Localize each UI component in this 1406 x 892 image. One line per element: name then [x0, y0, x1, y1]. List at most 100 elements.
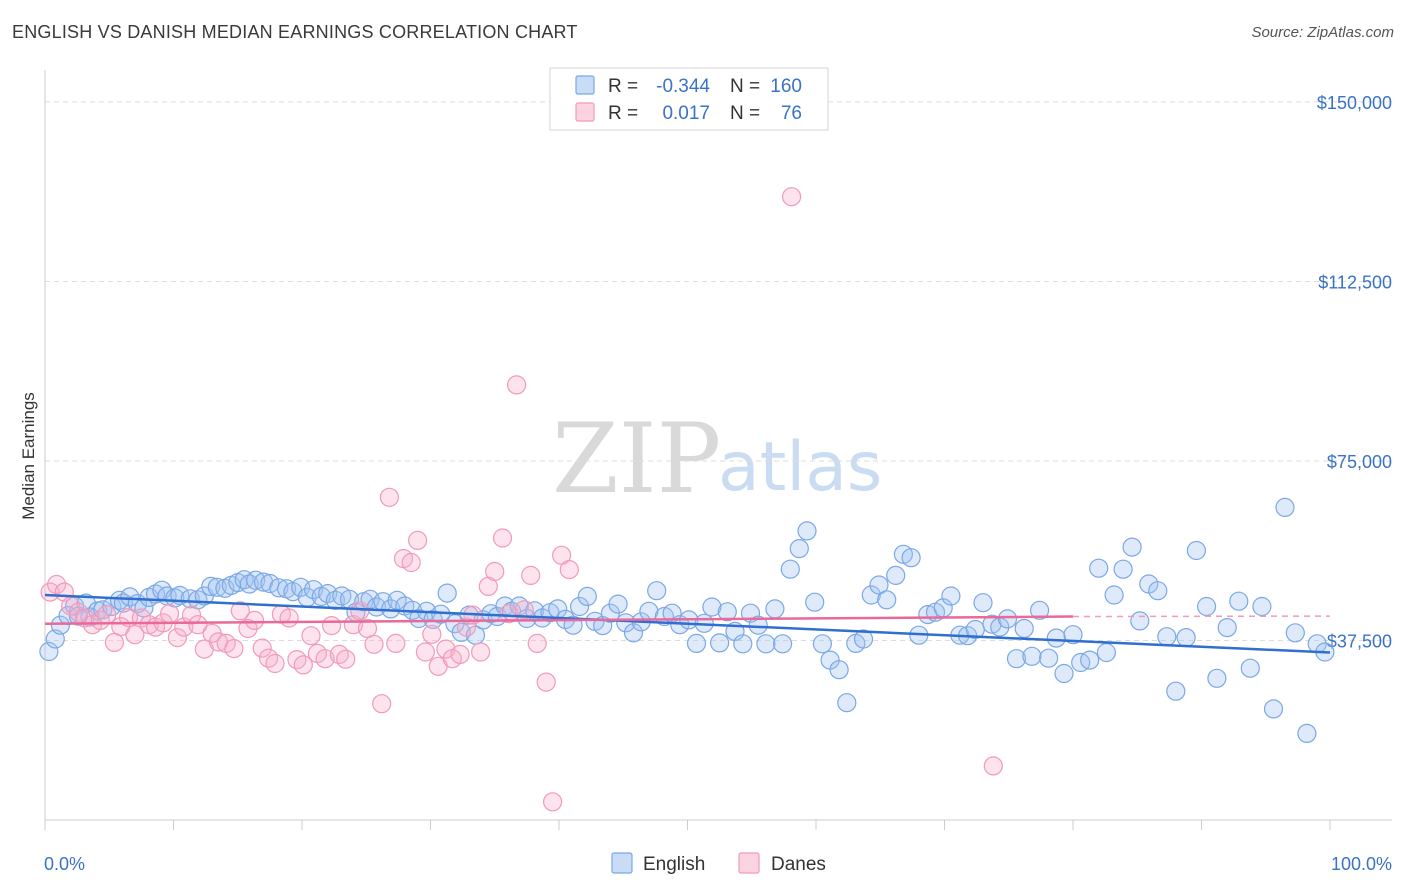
y-tick-label: $150,000 [1317, 93, 1392, 113]
series-english [39, 497, 1335, 744]
bottom-legend-label-danes: Danes [771, 854, 826, 875]
danes-point [408, 530, 428, 551]
english-point [861, 585, 881, 605]
y-axis-tick-labels: $37,500 $75,000 $112,500 $150,000 [1317, 93, 1392, 652]
danes-point [485, 561, 505, 582]
bottom-legend-swatch-english [611, 852, 633, 874]
danes-point [456, 617, 477, 637]
english-point [1022, 646, 1042, 666]
legend-r-value-english: -0.344 [656, 76, 710, 97]
danes-point [322, 615, 342, 636]
danes-point [983, 756, 1003, 776]
danes-point [160, 604, 180, 624]
english-point [1196, 596, 1217, 617]
danes-point [224, 638, 244, 659]
english-point [1240, 658, 1260, 678]
danes-point [364, 634, 384, 654]
x-axis-ticks [44, 820, 1331, 830]
english-point [269, 578, 289, 598]
danes-point [386, 633, 406, 654]
english-point [941, 586, 961, 606]
english-point [1046, 628, 1066, 648]
watermark-atlas: atlas [718, 428, 882, 507]
legend-swatch-english [575, 75, 595, 95]
danes-point [450, 644, 470, 665]
english-point [829, 660, 849, 680]
english-point [869, 575, 889, 595]
english-point [877, 590, 897, 610]
english-point [997, 609, 1018, 629]
english-point [1176, 627, 1196, 648]
english-point [973, 593, 993, 613]
english-point [1130, 611, 1150, 631]
english-point [1285, 623, 1305, 643]
english-point [1006, 649, 1027, 669]
english-point [1207, 668, 1227, 688]
english-point [1166, 681, 1186, 701]
english-point [1014, 618, 1034, 639]
english-point [733, 634, 753, 654]
english-point [616, 613, 636, 633]
english-point [772, 634, 793, 654]
english-point [437, 583, 457, 603]
english-point [853, 629, 874, 649]
y-tick-label: $37,500 [1327, 631, 1392, 651]
gridlines [45, 101, 1392, 641]
danes-point [293, 655, 313, 675]
danes-point [287, 649, 307, 670]
english-point [1054, 663, 1074, 684]
english-point [1104, 585, 1124, 605]
english-point [120, 587, 140, 607]
legend-box [549, 67, 829, 131]
y-axis-title: Median Earnings [19, 392, 38, 520]
english-point [702, 597, 722, 617]
english-point [1089, 558, 1109, 578]
english-point [304, 580, 324, 600]
english-point [1122, 537, 1142, 557]
english-point [1063, 625, 1083, 645]
english-point [1186, 540, 1207, 561]
english-point [451, 622, 471, 642]
chart-title: ENGLISH VS DANISH MEDIAN EARNINGS CORREL… [12, 22, 578, 42]
x-tick-label-min: 0.0% [44, 854, 85, 874]
english-point [686, 633, 707, 654]
danes-point [181, 605, 202, 625]
english-point [623, 623, 644, 643]
watermark-zip: ZIP [552, 403, 721, 515]
danes-point [506, 375, 527, 395]
danes-point [125, 625, 145, 645]
danes-point [301, 626, 321, 646]
english-point [1029, 600, 1050, 620]
danes-point [415, 642, 435, 662]
english-point [318, 583, 338, 604]
english-point [608, 594, 628, 614]
english-point [780, 559, 800, 579]
danes-point [527, 633, 547, 654]
danes-point [436, 639, 456, 659]
english-point [1148, 581, 1168, 601]
english-point [39, 641, 59, 662]
danes-point [259, 648, 279, 668]
bottom-legend-label-english: English [643, 854, 705, 875]
danes-point [315, 649, 335, 669]
danes-point [401, 552, 421, 573]
english-point [569, 596, 590, 617]
danes-point [499, 604, 519, 624]
danes-point [167, 627, 187, 648]
english-point [982, 614, 1002, 634]
legend-n-value-danes: 76 [781, 103, 802, 124]
danes-point [471, 642, 491, 662]
danes-point [279, 608, 299, 628]
danes-point [46, 574, 67, 595]
danes-point [265, 653, 285, 674]
english-point [409, 608, 429, 629]
danes-point [350, 601, 370, 621]
english-point [1080, 650, 1100, 670]
danes-point [521, 565, 541, 586]
legend-r-label-english: R = [608, 76, 638, 97]
english-point [709, 633, 730, 653]
danes-point [244, 610, 265, 631]
danes-point [492, 528, 513, 548]
danes-point [542, 792, 563, 812]
